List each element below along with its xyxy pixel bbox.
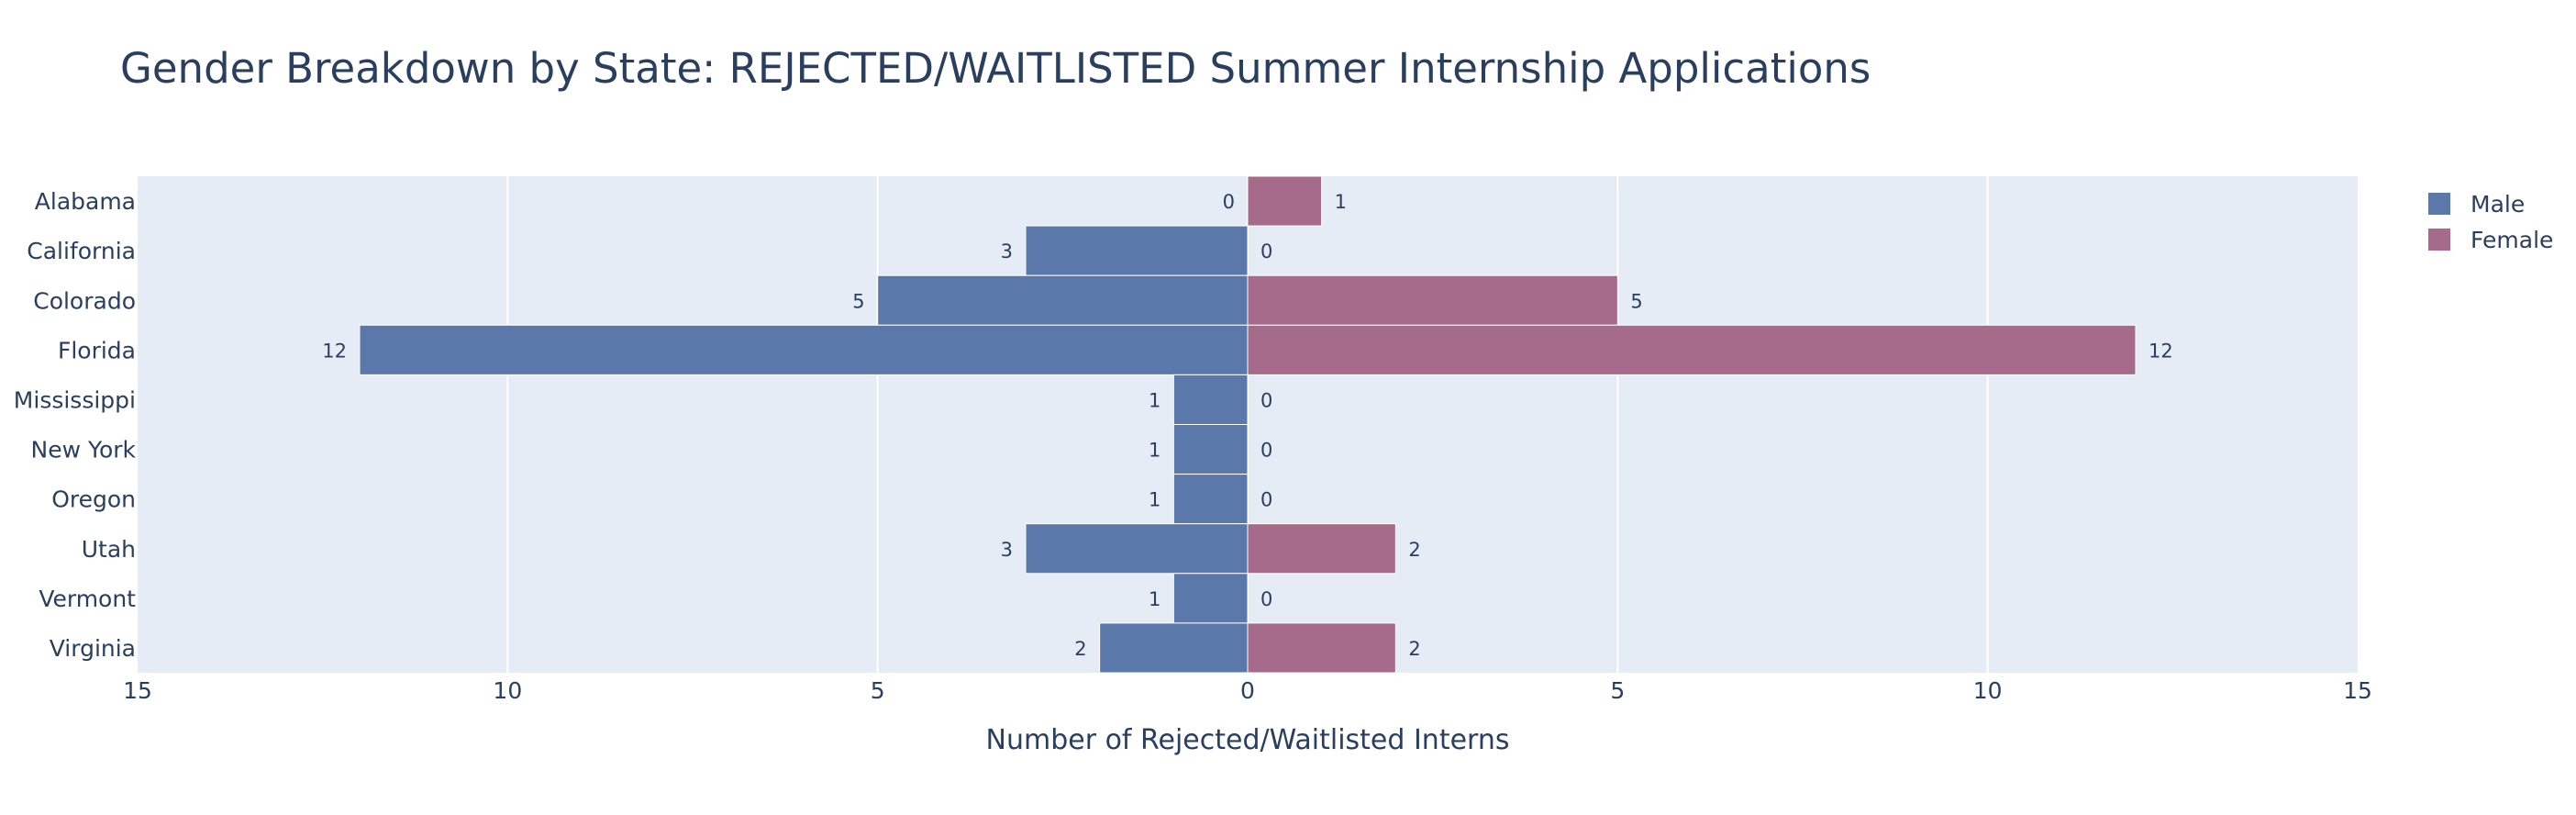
x-tick-label: 5 xyxy=(1610,677,1625,704)
y-tick-label: New York xyxy=(31,437,137,463)
y-tick-label: Utah xyxy=(82,536,136,563)
y-tick-label: Florida xyxy=(58,337,136,363)
legend-label-male: Male xyxy=(2471,191,2525,218)
bar-male xyxy=(877,274,1249,326)
data-label-male: 3 xyxy=(1001,240,1013,262)
data-label-female: 2 xyxy=(1408,539,1420,561)
x-tick-label: 10 xyxy=(1973,677,2003,704)
data-label-male: 3 xyxy=(1001,539,1013,561)
bar-male xyxy=(1172,374,1249,425)
x-tick-label: 15 xyxy=(2343,677,2372,704)
legend-swatch-female xyxy=(2428,229,2450,251)
y-tick-label: Oregon xyxy=(51,486,136,513)
legend: Male Female xyxy=(2428,191,2553,253)
data-label-male: 1 xyxy=(1149,389,1160,411)
bar-male xyxy=(1172,474,1249,525)
data-label-female: 0 xyxy=(1260,588,1272,610)
bar-labels: 0 1 3 0 5 5 12 12 1 0 1 0 1 0 3 2 1 0 2 2 xyxy=(322,191,2172,660)
x-tick-label: 10 xyxy=(493,677,522,704)
bar-female xyxy=(1247,324,2137,375)
x-tick-label: 5 xyxy=(871,677,885,704)
x-axis: 15 10 5 0 5 10 15 xyxy=(123,677,2372,704)
bar-male xyxy=(1025,523,1249,575)
bar-female xyxy=(1247,622,1396,674)
bar-male xyxy=(1099,622,1249,674)
y-tick-label: Virginia xyxy=(50,635,136,662)
data-label-female: 0 xyxy=(1260,389,1272,411)
x-axis-title: Number of Rejected/Waitlisted Interns xyxy=(986,724,1510,756)
bar-female xyxy=(1247,523,1396,575)
data-label-female: 1 xyxy=(1335,191,1347,213)
y-tick-label: Alabama xyxy=(35,188,136,215)
bar-male xyxy=(1025,225,1249,276)
data-label-male: 1 xyxy=(1149,489,1160,511)
legend-swatch-male xyxy=(2428,193,2450,215)
data-label-male: 2 xyxy=(1074,638,1086,660)
data-label-female: 0 xyxy=(1260,440,1272,462)
data-label-male: 5 xyxy=(852,290,864,312)
data-label-female: 2 xyxy=(1408,638,1420,660)
bar-female xyxy=(1247,274,1618,326)
data-label-female: 5 xyxy=(1630,290,1642,312)
bars xyxy=(359,175,2137,674)
data-label-female: 0 xyxy=(1260,240,1272,262)
y-axis: Alabama California Colorado Florida Mississi… xyxy=(14,188,137,662)
x-tick-label: 0 xyxy=(1240,677,1255,704)
x-tick-label: 15 xyxy=(123,677,152,704)
data-label-male: 1 xyxy=(1149,440,1160,462)
bar-male xyxy=(1172,573,1249,624)
bar-male xyxy=(1172,424,1249,475)
chart-title: Gender Breakdown by State: REJECTED/WAIT… xyxy=(120,44,1871,93)
bar-male xyxy=(359,324,1249,375)
legend-label-female: Female xyxy=(2471,227,2553,253)
y-tick-label: California xyxy=(27,238,136,264)
bar-female xyxy=(1247,175,1323,227)
data-label-female: 0 xyxy=(1260,489,1272,511)
data-label-male: 1 xyxy=(1149,588,1160,610)
y-tick-label: Vermont xyxy=(39,586,136,612)
data-label-male: 0 xyxy=(1223,191,1235,213)
y-tick-label: Mississippi xyxy=(14,386,136,413)
data-label-male: 12 xyxy=(322,340,347,362)
y-tick-label: Colorado xyxy=(33,287,136,314)
data-label-female: 12 xyxy=(2149,340,2173,362)
